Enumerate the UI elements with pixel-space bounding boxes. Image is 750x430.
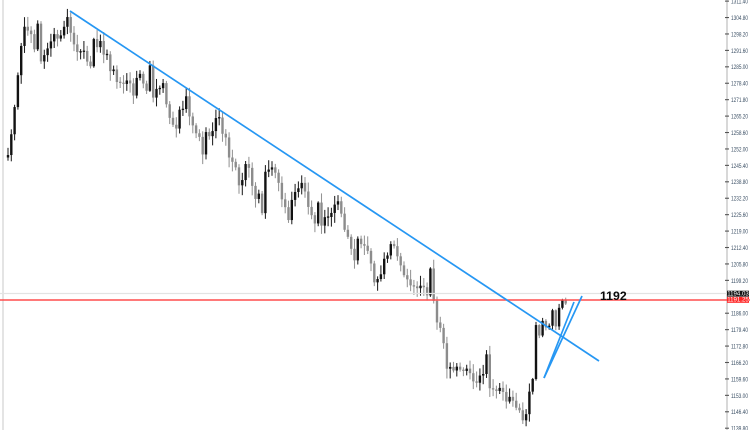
svg-text:1225.60: 1225.60	[731, 212, 748, 219]
svg-text:1153.00: 1153.00	[731, 393, 748, 400]
svg-text:1278.40: 1278.40	[731, 81, 748, 88]
svg-text:1258.60: 1258.60	[731, 130, 748, 137]
svg-text:1212.40: 1212.40	[731, 245, 748, 252]
svg-text:1271.80: 1271.80	[731, 97, 748, 104]
svg-text:1191.25: 1191.25	[727, 297, 749, 304]
svg-text:1186.00: 1186.00	[731, 311, 748, 318]
svg-text:1205.80: 1205.80	[731, 261, 748, 268]
svg-text:1311.40: 1311.40	[731, 0, 748, 6]
svg-text:1252.00: 1252.00	[731, 146, 748, 153]
svg-text:1179.40: 1179.40	[731, 327, 748, 334]
svg-text:1199.20: 1199.20	[731, 278, 748, 285]
svg-text:1192: 1192	[600, 289, 627, 303]
svg-text:1139.80: 1139.80	[731, 426, 748, 430]
svg-text:1238.80: 1238.80	[731, 179, 748, 186]
svg-text:1285.00: 1285.00	[731, 64, 748, 71]
svg-text:1304.80: 1304.80	[731, 15, 748, 22]
svg-text:1159.60: 1159.60	[731, 376, 748, 383]
svg-text:1166.20: 1166.20	[731, 360, 748, 367]
svg-text:1291.60: 1291.60	[731, 48, 748, 55]
svg-text:1298.20: 1298.20	[731, 31, 748, 38]
svg-text:1265.20: 1265.20	[731, 114, 748, 121]
svg-text:1232.20: 1232.20	[731, 196, 748, 203]
svg-text:1245.40: 1245.40	[731, 163, 748, 170]
svg-text:1172.80: 1172.80	[731, 343, 748, 350]
svg-text:1146.40: 1146.40	[731, 409, 748, 416]
svg-text:1219.00: 1219.00	[731, 228, 748, 235]
